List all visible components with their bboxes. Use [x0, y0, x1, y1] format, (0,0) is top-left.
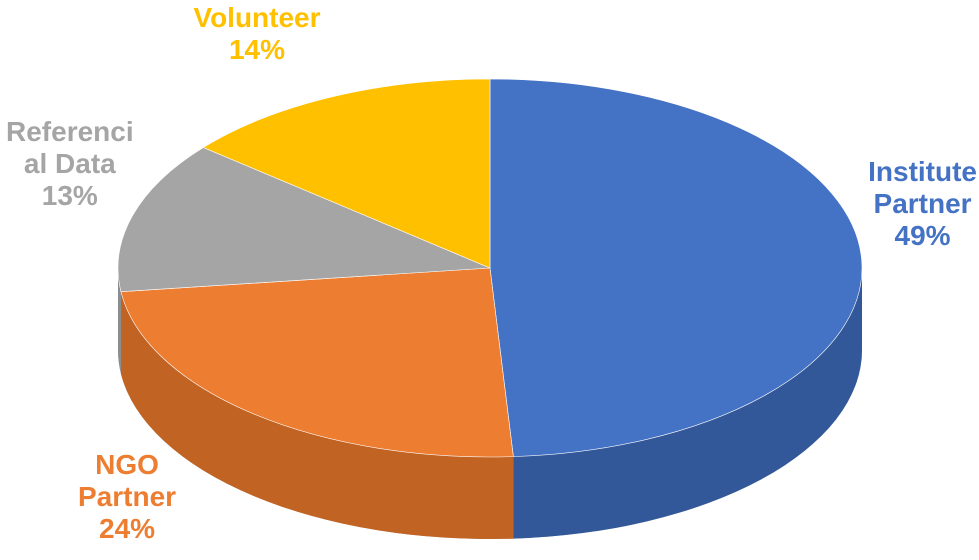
pie-sides: [118, 268, 862, 540]
label-volunteer: Volunteer 14%: [193, 2, 321, 65]
pie-side-tint-1: [120, 291, 514, 540]
pie-side-tint-0: [513, 268, 862, 539]
pie-slice-3: [202, 78, 491, 269]
label-ngo-partner: NGO Partner 24%: [78, 449, 177, 544]
pie-slice-1: [120, 267, 514, 458]
label-institute-partner: Institute Partner 49%: [868, 156, 977, 251]
label-referencial-data: Referenci al Data 13%: [6, 116, 134, 211]
pie-slice-2: [117, 147, 491, 293]
pie-side-tint-2: [118, 268, 121, 374]
pie-slice-0: [489, 78, 863, 457]
pie-top: [117, 78, 863, 458]
